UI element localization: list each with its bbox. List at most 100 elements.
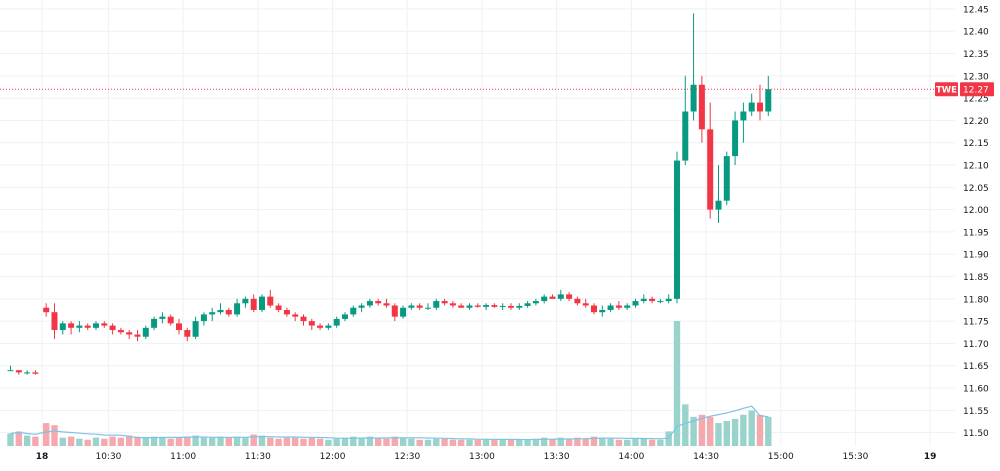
candle-body[interactable] — [657, 301, 664, 303]
candle-body[interactable] — [275, 305, 282, 310]
candle-body[interactable] — [151, 318, 158, 328]
candle-body[interactable] — [690, 84, 697, 112]
candle-body[interactable] — [308, 321, 315, 326]
candle-body[interactable] — [715, 200, 722, 210]
candle-body[interactable] — [350, 307, 357, 315]
candle-body[interactable] — [640, 298, 647, 302]
candle-body[interactable] — [507, 305, 514, 308]
volume-bar — [67, 436, 75, 446]
candle-body[interactable] — [68, 323, 75, 328]
candle-body[interactable] — [200, 314, 207, 322]
candle-body[interactable] — [258, 296, 265, 310]
candle-body[interactable] — [51, 312, 58, 331]
candle-body[interactable] — [449, 303, 456, 306]
candle-body[interactable] — [748, 102, 755, 112]
candle-body[interactable] — [740, 111, 747, 121]
candle-body[interactable] — [698, 84, 705, 130]
candle-body[interactable] — [283, 309, 290, 315]
candle-body[interactable] — [483, 305, 490, 307]
candle-body[interactable] — [101, 323, 108, 326]
volume-bar — [748, 410, 755, 446]
candle-body[interactable] — [665, 298, 672, 302]
candle-body[interactable] — [424, 307, 431, 309]
candle-body[interactable] — [524, 303, 531, 306]
candle-body[interactable] — [441, 301, 448, 304]
candle-body[interactable] — [267, 296, 274, 306]
candle-body[interactable] — [109, 325, 116, 331]
volume-bar — [499, 439, 506, 446]
candle-body[interactable] — [566, 294, 573, 299]
candle-body[interactable] — [491, 305, 498, 307]
candle-body[interactable] — [117, 330, 124, 333]
candle-body[interactable] — [756, 102, 763, 112]
candle-body[interactable] — [732, 120, 739, 157]
candle-body[interactable] — [43, 307, 50, 313]
candle-body[interactable] — [574, 298, 581, 304]
candle-body[interactable] — [615, 305, 622, 308]
candle-body[interactable] — [391, 305, 398, 317]
candle-body[interactable] — [134, 334, 141, 337]
candle-body[interactable] — [632, 301, 639, 306]
candle-body[interactable] — [590, 305, 597, 313]
candle-body[interactable] — [92, 323, 99, 328]
candle-body[interactable] — [325, 325, 332, 328]
candle-body[interactable] — [607, 305, 614, 310]
candle-body[interactable] — [375, 301, 382, 304]
candle-body[interactable] — [32, 372, 39, 374]
y-tick-label: 12.25 — [963, 95, 989, 105]
candle-body[interactable] — [234, 303, 241, 315]
candle-body[interactable] — [765, 89, 772, 112]
volume-bar — [291, 437, 299, 446]
candle-body[interactable] — [458, 305, 465, 308]
candle-body[interactable] — [541, 296, 548, 302]
candle-body[interactable] — [209, 312, 216, 315]
candle-body[interactable] — [184, 330, 191, 337]
candle-body[interactable] — [474, 305, 481, 307]
candle-body[interactable] — [649, 298, 656, 302]
candle-body[interactable] — [599, 309, 606, 313]
candle-body[interactable] — [358, 305, 365, 308]
candle-body[interactable] — [76, 325, 83, 328]
candle-body[interactable] — [192, 321, 199, 337]
candle-body[interactable] — [416, 305, 423, 308]
candle-body[interactable] — [582, 303, 589, 306]
candle-body[interactable] — [242, 298, 249, 304]
candle-body[interactable] — [7, 370, 14, 372]
candle-body[interactable] — [707, 129, 714, 210]
candle-body[interactable] — [557, 294, 564, 299]
candle-body[interactable] — [300, 316, 307, 322]
candle-body[interactable] — [59, 323, 66, 331]
candle-body[interactable] — [317, 325, 324, 328]
candle-body[interactable] — [408, 305, 415, 308]
candle-body[interactable] — [723, 156, 730, 201]
candle-body[interactable] — [217, 309, 224, 313]
candle-body[interactable] — [84, 325, 91, 328]
candle-body[interactable] — [549, 296, 556, 299]
candle-body[interactable] — [682, 111, 689, 161]
candle-body[interactable] — [466, 305, 473, 308]
candle-body[interactable] — [624, 305, 631, 308]
candle-body[interactable] — [341, 314, 348, 319]
candle-body[interactable] — [24, 372, 31, 374]
candle-body[interactable] — [673, 160, 680, 299]
candle-body[interactable] — [532, 301, 539, 304]
candle-body[interactable] — [516, 305, 523, 308]
candle-body[interactable] — [159, 316, 166, 319]
volume-bar — [657, 439, 664, 446]
candle-body[interactable] — [126, 332, 133, 335]
candle-body[interactable] — [142, 327, 149, 337]
candle-body[interactable] — [292, 314, 299, 317]
candle-body[interactable] — [175, 323, 182, 331]
candle-body[interactable] — [499, 305, 506, 307]
candle-body[interactable] — [15, 370, 22, 373]
candle-body[interactable] — [167, 316, 174, 324]
candle-body[interactable] — [225, 309, 232, 315]
candle-body[interactable] — [250, 298, 257, 310]
candle-body[interactable] — [400, 307, 407, 317]
candle-body[interactable] — [433, 301, 440, 308]
candle-body[interactable] — [366, 301, 373, 306]
candle-body[interactable] — [383, 303, 390, 306]
candle-body[interactable] — [333, 318, 340, 326]
